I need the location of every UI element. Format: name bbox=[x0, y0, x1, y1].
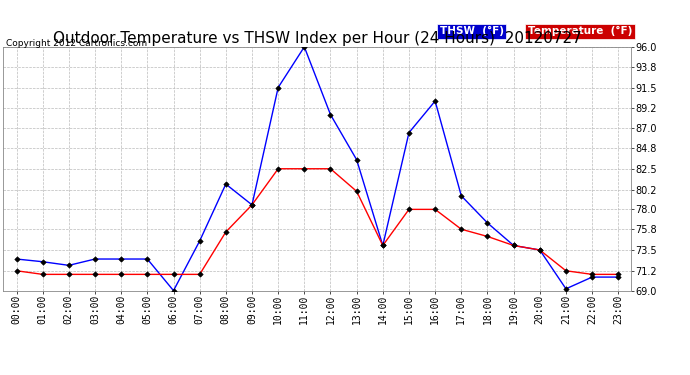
Text: Temperature  (°F): Temperature (°F) bbox=[528, 26, 632, 36]
Title: Outdoor Temperature vs THSW Index per Hour (24 Hours)  20120727: Outdoor Temperature vs THSW Index per Ho… bbox=[53, 31, 582, 46]
Text: Copyright 2012 Cartronics.com: Copyright 2012 Cartronics.com bbox=[6, 39, 147, 48]
Text: THSW  (°F): THSW (°F) bbox=[440, 26, 504, 36]
